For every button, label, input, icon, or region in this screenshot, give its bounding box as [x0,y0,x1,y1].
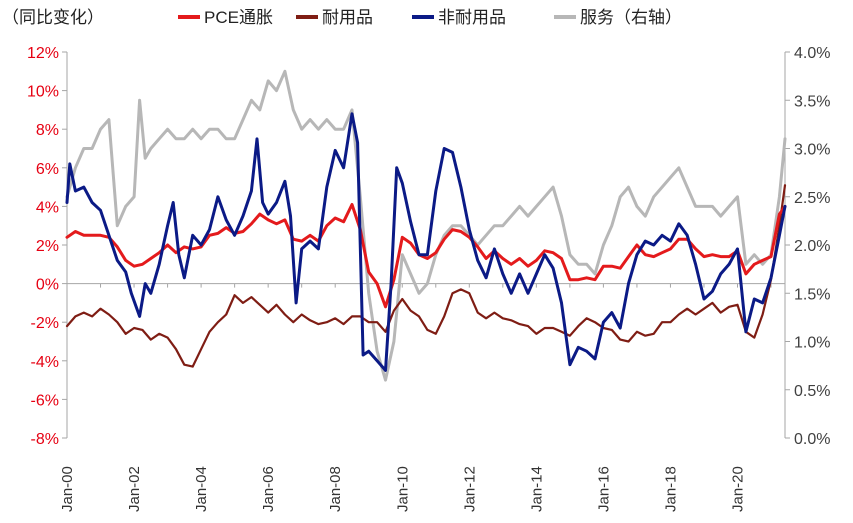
services-line [65,69,787,382]
tick-labels: 12% 10% 8% 6% 4% 2% 0% -2% -4% -6% -8% 4.0% 3.5% 3.0%… [27,45,831,512]
x-tick-label: Jan-18 [662,466,679,512]
right-tick-label: 0.5% [794,383,830,400]
left-tick-label: 12% [27,45,59,62]
x-tick-label: Jan-10 [394,466,411,512]
right-tick-label: 2.0% [794,238,830,255]
left-tick-label: 0% [36,277,59,294]
left-tick-label: -4% [31,354,59,371]
pce-inflation-line [65,203,787,309]
right-tick-label: 3.5% [794,93,830,110]
right-tick-label: 1.0% [794,335,830,352]
legend-nondurable-label: 非耐用品 [438,8,506,27]
legend-pce-label: PCE通胀 [204,8,273,27]
left-tick-label: 8% [36,122,59,139]
x-tick-label: Jan-00 [59,466,76,512]
x-tick-label: Jan-14 [528,466,545,512]
x-tick-label: Jan-16 [595,466,612,512]
legend-durable-label: 耐用品 [322,8,373,27]
left-tick-label: -2% [31,315,59,332]
durable-goods-line [65,184,787,368]
nondurable-goods-line [65,112,787,372]
right-tick-label: 0.0% [794,431,830,448]
right-tick-label: 2.5% [794,190,830,207]
x-tick-label: Jan-04 [193,466,210,512]
legend: PCE通胀 耐用品 非耐用品 服务（右轴） [178,8,682,27]
left-tick-label: -6% [31,392,59,409]
left-tick-label: 4% [36,199,59,216]
x-tick-label: Jan-20 [730,466,747,512]
x-tick-label: Jan-06 [260,466,277,512]
x-tick-label: Jan-12 [461,466,478,512]
right-tick-label: 1.5% [794,286,830,303]
legend-services-label: 服务（右轴） [580,8,682,27]
left-tick-label: 10% [27,84,59,101]
left-tick-label: -8% [31,431,59,448]
left-tick-label: 2% [36,238,59,255]
right-tick-label: 4.0% [794,45,830,62]
axes [62,51,790,439]
series-layer [65,69,787,382]
x-tick-label: Jan-08 [327,466,344,512]
x-tick-label: Jan-02 [126,466,143,512]
unit-label: （同比变化） [2,8,104,27]
left-tick-label: 6% [36,161,59,178]
right-tick-label: 3.0% [794,142,830,159]
